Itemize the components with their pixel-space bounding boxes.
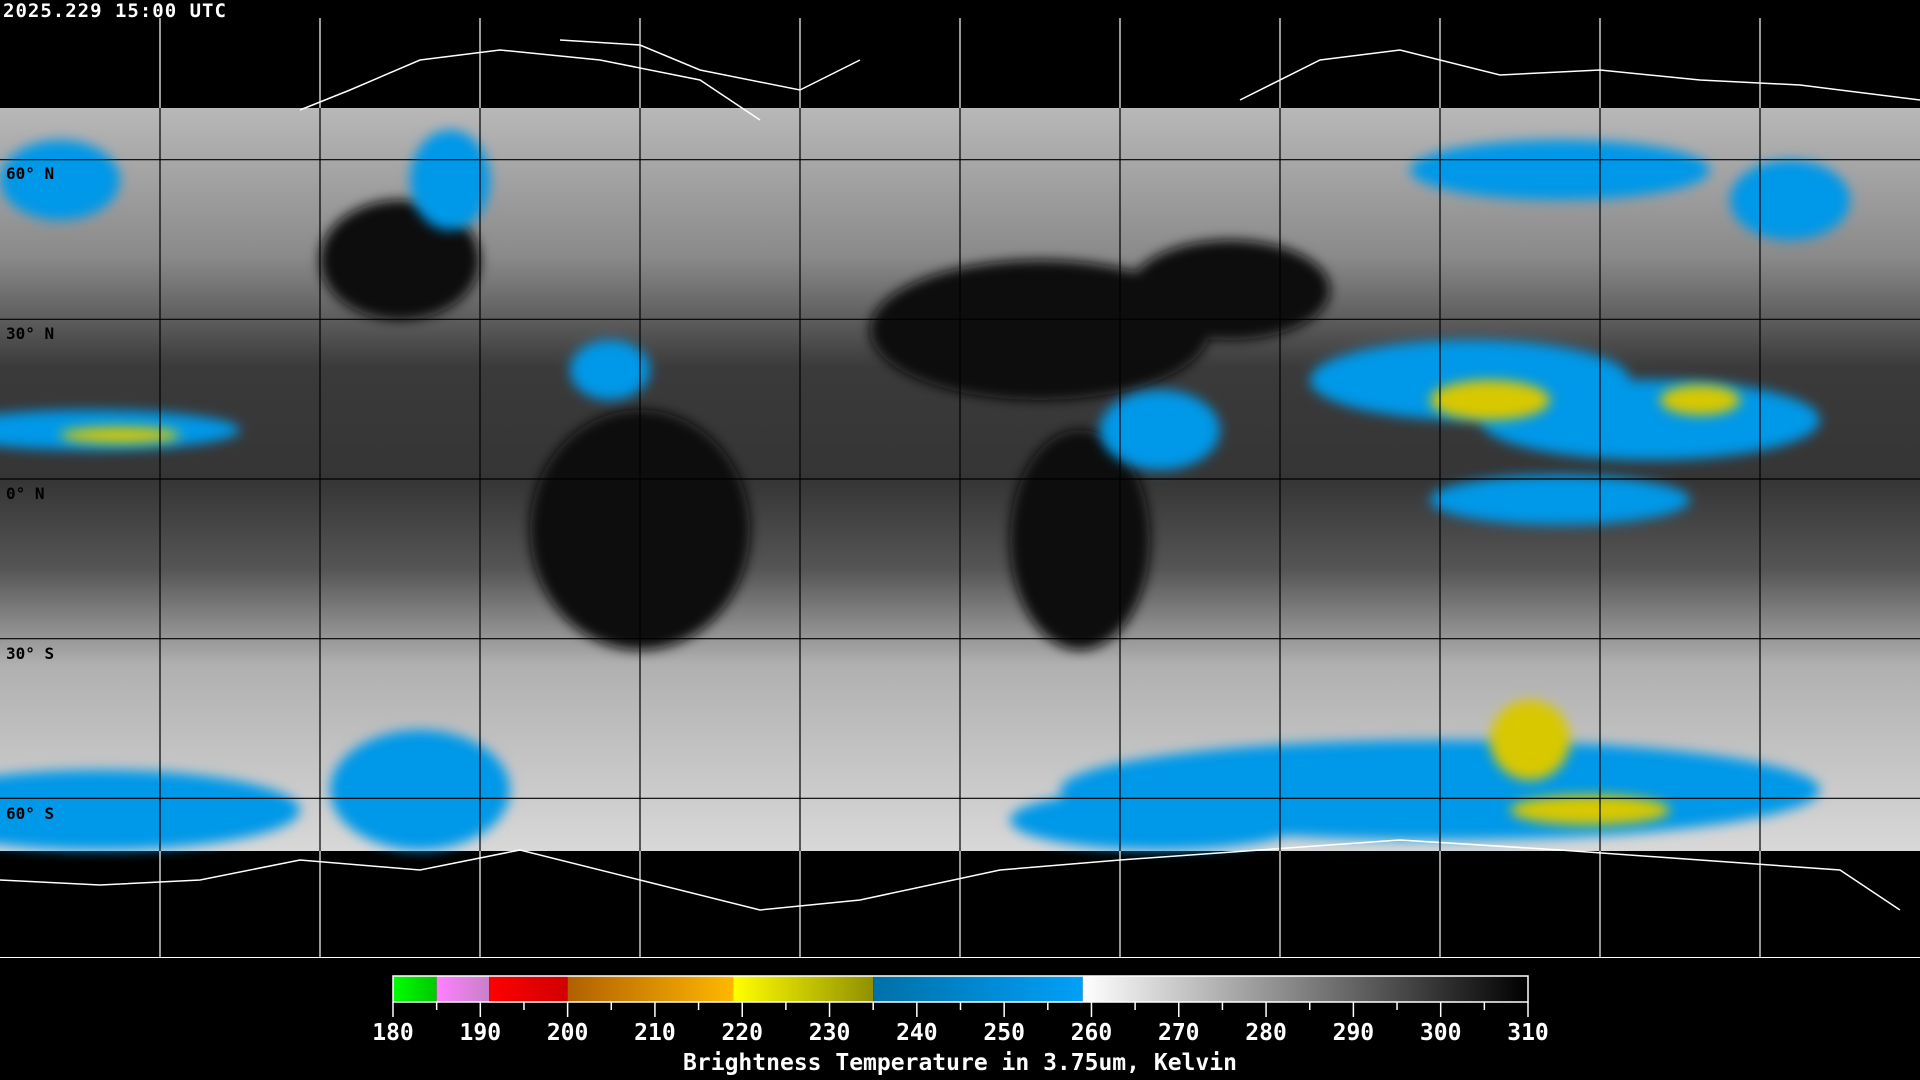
colorbar-tick-label: 200 — [547, 1020, 589, 1046]
colorbar-tick-label: 280 — [1245, 1020, 1287, 1046]
colorbar-segment — [567, 976, 734, 1002]
colorbar-tick-label: 300 — [1420, 1020, 1462, 1046]
colorbar-tick-label: 240 — [896, 1020, 938, 1046]
colorbar-segment — [489, 976, 568, 1002]
lat-label-0n: 0° N — [6, 484, 45, 503]
colorbar-tick-label: 310 — [1507, 1020, 1549, 1046]
colorbar-segment — [393, 976, 437, 1002]
colorbar-tick-label: 290 — [1333, 1020, 1375, 1046]
colorbar-segment — [436, 976, 490, 1002]
map-border — [0, 957, 1920, 958]
colorbar-title: Brightness Temperature in 3.75um, Kelvin — [683, 1050, 1237, 1076]
colorbar-segment — [1082, 976, 1528, 1002]
colorbar-tick-label: 270 — [1158, 1020, 1200, 1046]
colorbar-tick-label: 190 — [460, 1020, 502, 1046]
graticule — [0, 18, 1920, 958]
colorbar-tick-label: 250 — [983, 1020, 1025, 1046]
lat-label-60n: 60° N — [6, 164, 55, 183]
colorbar-segment — [733, 976, 874, 1002]
timestamp: 2025.229 15:00 UTC — [3, 0, 227, 22]
colorbar-tick-label: 180 — [372, 1020, 414, 1046]
colorbar-tick-label: 230 — [809, 1020, 851, 1046]
very-cold-cloud-tops — [60, 380, 1740, 825]
lat-label-60s: 60° S — [6, 804, 55, 823]
colorbar-tick-label: 220 — [721, 1020, 763, 1046]
lat-label-30n: 30° N — [6, 324, 55, 343]
satellite-map — [0, 18, 1920, 958]
colorbar-tick-label: 260 — [1071, 1020, 1113, 1046]
lat-label-30s: 30° S — [6, 644, 55, 663]
coastlines — [0, 39, 1920, 911]
colorbar: 180 190 200 210 220 230 240 250 260 270 280 290 300 3… — [372, 975, 1549, 1076]
colorbar-segment — [873, 976, 1083, 1002]
colorbar-tick-label: 210 — [634, 1020, 676, 1046]
